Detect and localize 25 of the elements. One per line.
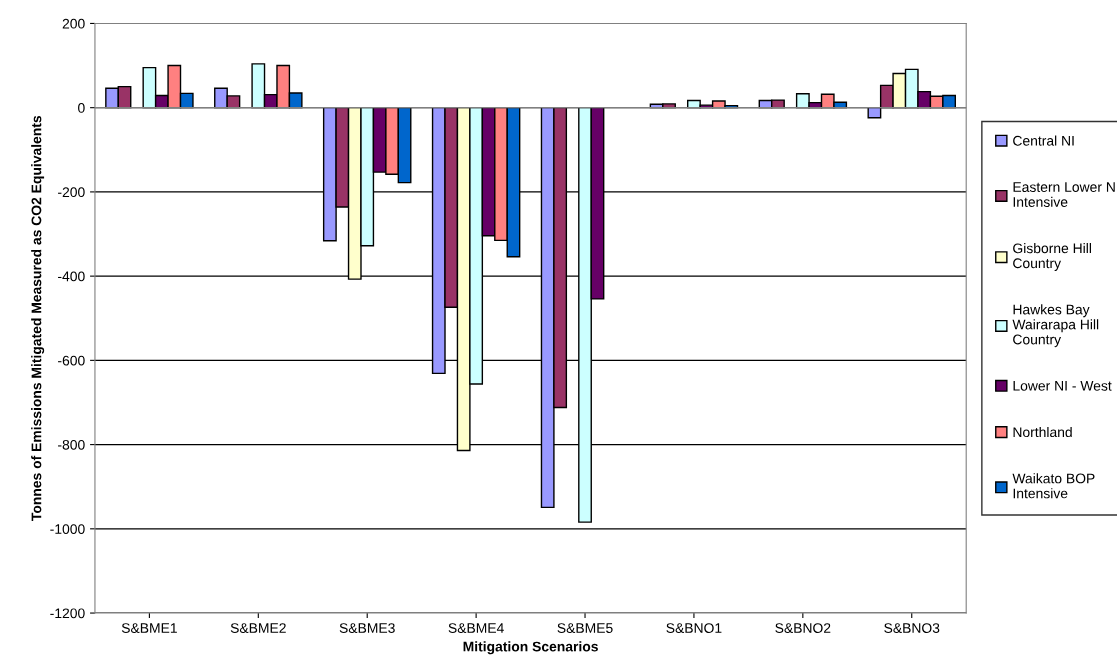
- x-tick-label: S&BME5: [557, 623, 613, 633]
- x-tick-label: S&BNO1: [666, 623, 722, 633]
- x-tick-label: S&BNO3: [884, 623, 940, 633]
- legend-label: Lower NI - West: [1013, 381, 1112, 391]
- legend-label: Waikato BOP Intensive: [1012, 473, 1095, 499]
- x-tick-label: S&BME3: [339, 623, 395, 633]
- x-tick-label: S&BNO2: [775, 623, 831, 633]
- y-tick-label: 200: [62, 18, 85, 29]
- legend-label: Central NI: [1013, 135, 1074, 146]
- y-tick-label: -600: [58, 355, 85, 366]
- y-axis-title: Tonnes of Emissions Mitigated Measured as CO2 Equivalents: [31, 115, 45, 521]
- legend-label: Eastern Lower N Intensive: [1013, 182, 1115, 207]
- x-axis-title: Mitigation Scenarios: [463, 641, 598, 655]
- legend-label: Northland: [1013, 426, 1072, 438]
- legend-label: Hawkes Bay Wairarapa Hill Country: [1012, 304, 1099, 348]
- y-tick-label: -200: [58, 187, 85, 198]
- x-tick-label: S&BME2: [230, 623, 286, 633]
- y-tick-label: 0: [78, 103, 85, 113]
- y-tick-label: -1200: [50, 608, 85, 619]
- legend-label: Gisborne Hill Country: [1013, 243, 1091, 271]
- y-tick-label: -800: [58, 439, 85, 450]
- x-tick-label: S&BME1: [121, 623, 177, 633]
- y-tick-label: -400: [58, 271, 85, 282]
- x-tick-label: S&BME4: [448, 623, 504, 633]
- y-tick-label: -1000: [50, 524, 85, 534]
